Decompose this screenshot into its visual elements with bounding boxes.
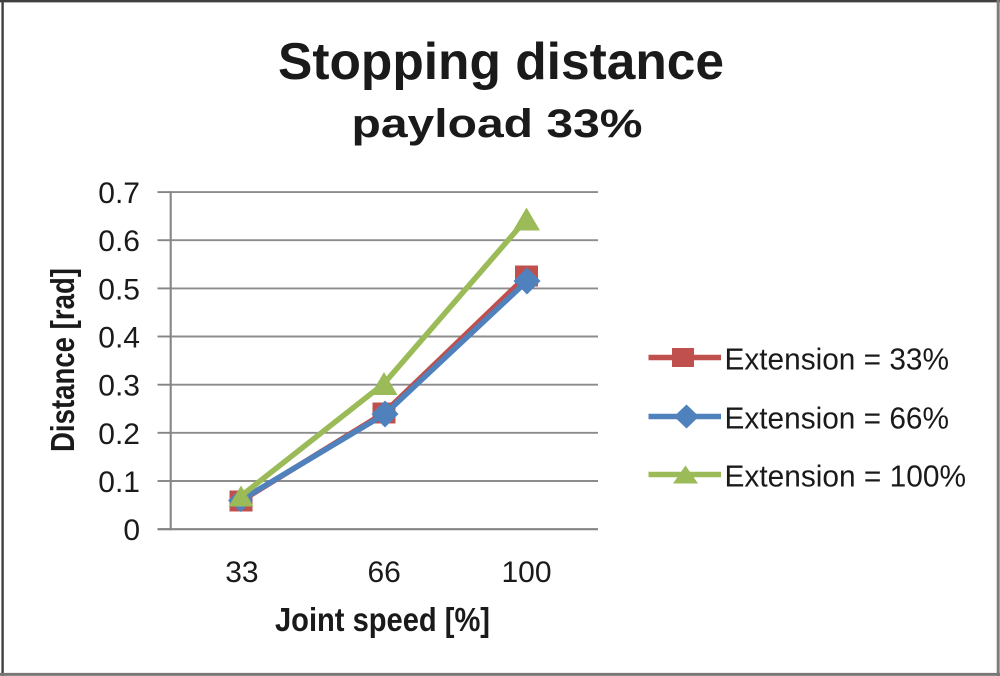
svg-text:0.3: 0.3 <box>98 370 140 403</box>
svg-text:0.7: 0.7 <box>98 177 140 210</box>
svg-text:0.5: 0.5 <box>98 273 140 306</box>
svg-text:Distance [rad]: Distance [rad] <box>44 268 81 452</box>
svg-text:33: 33 <box>225 556 258 589</box>
svg-text:0.1: 0.1 <box>98 466 140 499</box>
svg-text:Extension = 33%: Extension = 33% <box>725 342 950 377</box>
svg-text:Joint speed [%]: Joint speed [%] <box>275 601 490 638</box>
svg-text:100: 100 <box>501 556 551 589</box>
svg-text:0.4: 0.4 <box>98 322 140 355</box>
svg-text:Extension = 100%: Extension = 100% <box>725 459 967 494</box>
svg-text:Extension = 66%: Extension = 66% <box>725 401 950 436</box>
svg-text:66: 66 <box>368 556 401 589</box>
svg-text:0.2: 0.2 <box>98 418 140 451</box>
svg-text:Stopping distance: Stopping distance <box>278 33 724 91</box>
svg-text:0.6: 0.6 <box>98 225 140 258</box>
svg-text:payload 33%: payload 33% <box>352 102 643 146</box>
svg-text:0: 0 <box>123 514 140 547</box>
